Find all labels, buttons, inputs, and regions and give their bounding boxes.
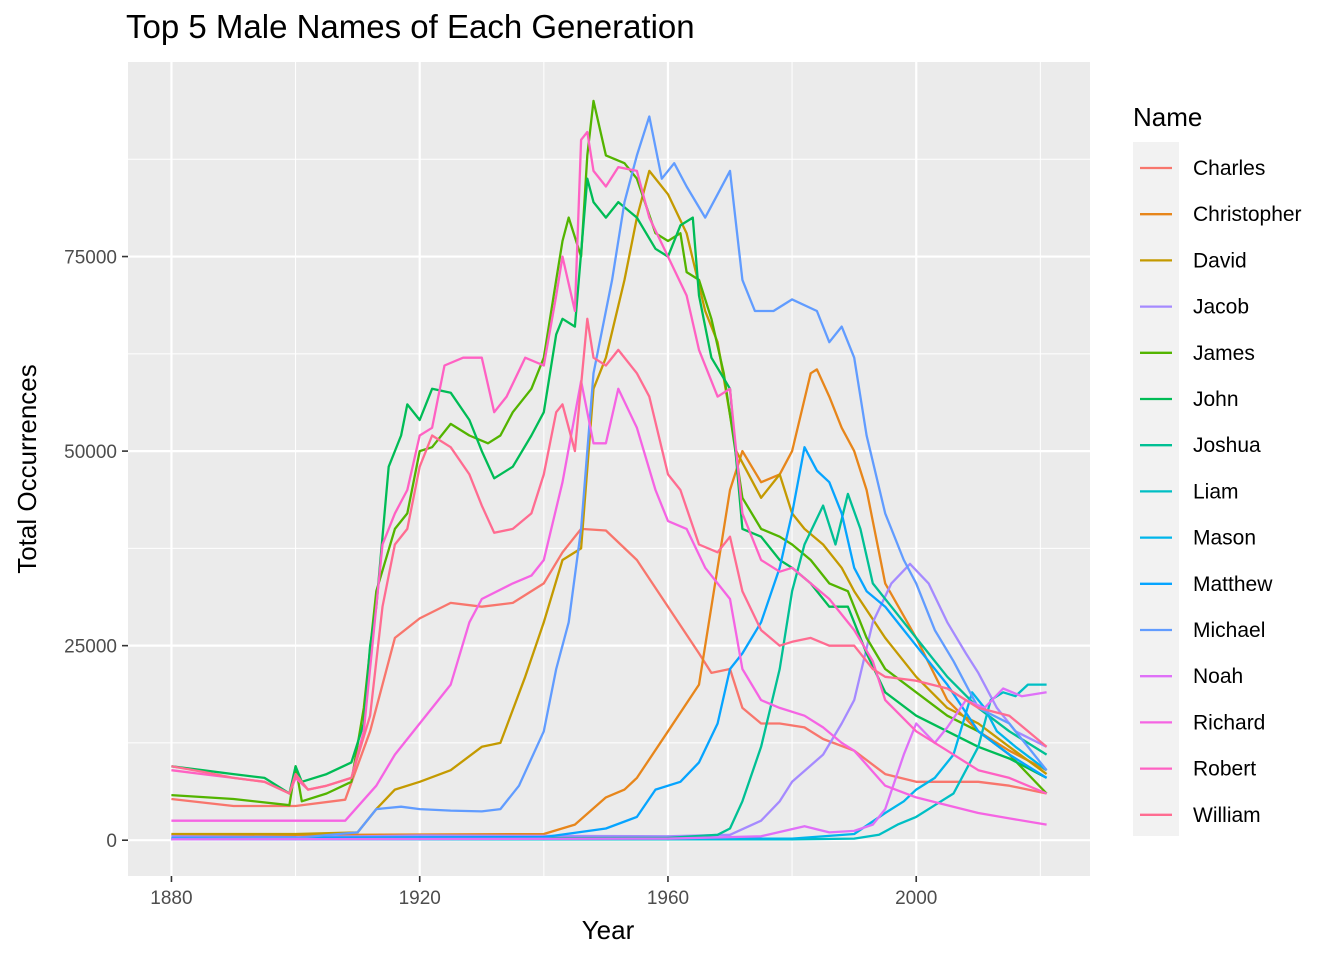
x-axis: 1880 1920 1960 2000 bbox=[150, 876, 937, 909]
legend-label-jacob: Jacob bbox=[1193, 296, 1249, 319]
legend-label-mason: Mason bbox=[1193, 527, 1256, 550]
series-line-matthew bbox=[171, 446, 1048, 840]
legend-label-michael: Michael bbox=[1193, 619, 1265, 642]
y-tick-label: 75000 bbox=[64, 248, 117, 269]
legend-label-matthew: Matthew bbox=[1193, 573, 1273, 596]
legend-label-robert: Robert bbox=[1193, 758, 1256, 781]
x-axis-title: Year bbox=[582, 915, 635, 945]
x-tick-label: 1960 bbox=[647, 888, 689, 909]
legend-key-background bbox=[1133, 142, 1179, 836]
series-line-david bbox=[171, 169, 1048, 836]
series-line-richard bbox=[171, 379, 1047, 826]
x-tick-label: 1920 bbox=[399, 888, 441, 909]
legend-label-christopher: Christopher bbox=[1193, 203, 1302, 226]
legend-label-joshua: Joshua bbox=[1193, 434, 1261, 457]
series-line-joshua bbox=[171, 492, 1048, 840]
x-tick-label: 1880 bbox=[150, 888, 192, 909]
legend-label-noah: Noah bbox=[1193, 665, 1243, 688]
plot-panel bbox=[128, 62, 1090, 876]
series-line-liam bbox=[171, 683, 1047, 841]
legend-title: Name bbox=[1133, 102, 1202, 132]
series-line-michael bbox=[171, 115, 1048, 840]
series-line-john bbox=[171, 177, 1048, 795]
series-line-william bbox=[171, 317, 1048, 795]
chart-title: Top 5 Male Names of Each Generation bbox=[126, 8, 695, 45]
legend-label-william: William bbox=[1193, 804, 1261, 827]
legend-label-james: James bbox=[1193, 342, 1255, 365]
y-tick-label: 25000 bbox=[64, 637, 117, 658]
legend-label-richard: Richard bbox=[1193, 711, 1265, 734]
series-line-noah bbox=[171, 687, 1047, 841]
series-line-charles bbox=[171, 527, 1047, 808]
minor-gridlines bbox=[128, 62, 1090, 876]
y-axis: 0 25000 50000 75000 bbox=[64, 248, 128, 852]
y-tick-label: 50000 bbox=[64, 442, 117, 463]
legend-label-john: John bbox=[1193, 388, 1239, 411]
legend-label-charles: Charles bbox=[1193, 157, 1265, 180]
legend: Name Charles Christopher David Jacob James Jo… bbox=[1133, 102, 1302, 836]
y-tick-label: 0 bbox=[106, 831, 117, 852]
series-line-mason bbox=[171, 691, 1048, 841]
y-axis-title: Total Occurrences bbox=[12, 364, 42, 574]
series-lines bbox=[171, 99, 1048, 841]
legend-label-david: David bbox=[1193, 249, 1247, 272]
x-tick-label: 2000 bbox=[895, 888, 937, 909]
legend-label-liam: Liam bbox=[1193, 480, 1239, 503]
